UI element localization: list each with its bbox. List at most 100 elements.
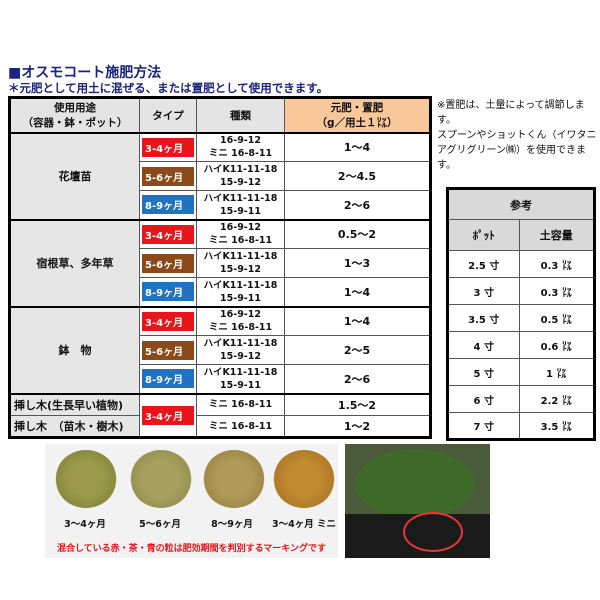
amount-cell: 2～4.5 (284, 161, 431, 191)
type-cell: 3-4ヶ月 (139, 132, 197, 162)
table-row: 8-9ヶ月 ハイK11-11-18 15-9-11 1～4 (10, 277, 431, 307)
kind-line: ハイK11-11-18 (203, 251, 278, 262)
soil-volume: 0.3 ㍑ (518, 277, 596, 305)
header-use-label: 使用用途 (54, 102, 96, 115)
kind-line: 15-9-12 (220, 264, 261, 275)
soil-volume: 0.6 ㍑ (518, 331, 596, 359)
subtitle: ＊元肥として用土に混ぜる、または置肥として使用できます。 (8, 81, 329, 95)
kind-line: ハイK11-11-18 (203, 366, 278, 378)
amount-cell: 1.5～2 (284, 392, 431, 416)
pellet-label: 8～9ヶ月 (211, 519, 253, 530)
type-cell: 5-6ヶ月 (139, 335, 197, 365)
use-cell: 挿し木 （苗木・樹木) (9, 415, 140, 438)
pellets-mini (273, 450, 335, 508)
pellets-3-4 (55, 450, 117, 508)
type-cell: 8-9ヶ月 (139, 364, 197, 394)
amount-cell: 1～2 (284, 415, 431, 438)
amount-cell: 0.5～2 (284, 218, 431, 249)
plant-photo (345, 444, 490, 558)
kind-cell: ハイK11-11-18 15-9-11 (196, 190, 285, 220)
kind-cell: ハイK11-11-18 15-9-11 (196, 364, 285, 394)
ref-row: 3.5 寸 0.5 ㍑ (447, 304, 596, 332)
type-badge: 5-6ヶ月 (142, 253, 194, 273)
kind-cell: ハイK11-11-18 15-9-12 (196, 335, 285, 365)
pellet-label: 3～4ヶ月 ミニ (271, 519, 337, 530)
soil-volume: 0.3 ㍑ (518, 250, 596, 278)
kind-line: 15-9-11 (220, 205, 261, 217)
kind-line: 15-9-11 (220, 379, 261, 391)
type-badge: 3-4ヶ月 (142, 405, 194, 425)
ref-col-volume: 土容量 (518, 219, 596, 251)
type-cell: 3-4ヶ月 (139, 392, 197, 438)
type-badge: 3-4ヶ月 (142, 137, 194, 157)
kind-line: ミニ 16-8-11 (208, 322, 273, 334)
amount-cell: 2～6 (284, 190, 431, 220)
ref-row: 2.5 寸 0.3 ㍑ (447, 250, 596, 278)
pot-size: 3 寸 (447, 277, 520, 305)
note-line: ※置肥は、土量によって調節します。 (437, 100, 585, 126)
kind-cell: ハイK11-11-18 15-9-11 (196, 277, 285, 307)
kind-line: 15-9-12 (220, 351, 261, 362)
kind-line: 15-9-11 (220, 292, 261, 304)
use-cell: 宿根草、多年草 (9, 218, 140, 307)
soil-volume: 0.5 ㍑ (518, 304, 596, 332)
pellets-8-9 (203, 450, 265, 508)
pot-size: 3.5 寸 (447, 304, 520, 332)
use-cell: 挿し木(生長早い植物) (9, 392, 140, 416)
kind-line: ミニ 16-8-11 (208, 235, 273, 247)
kind-cell: ハイK11-11-18 15-9-12 (196, 161, 285, 191)
pot-size: 5 寸 (447, 358, 520, 386)
type-badge: 8-9ヶ月 (142, 282, 194, 302)
type-badge: 5-6ヶ月 (142, 166, 194, 186)
note-line: スプーンやショットくん（イワタニアグリグリーン㈱）を使用できます。 (437, 130, 597, 171)
type-cell: 5-6ヶ月 (139, 161, 197, 191)
ref-row: 3 寸 0.3 ㍑ (447, 277, 596, 305)
kind-cell: ミニ 16-8-11 (196, 392, 285, 416)
page-title: ■オスモコート施肥方法 (8, 65, 162, 81)
type-cell: 5-6ヶ月 (139, 248, 197, 278)
ref-title: 参考 (447, 188, 595, 220)
table-row: 挿し木(生長早い植物) 3-4ヶ月 ミニ 16-8-11 1.5～2 (9, 392, 431, 438)
use-cell: 花壇苗 (9, 132, 140, 220)
amount-cell: 1～3 (284, 248, 431, 278)
type-cell: 8-9ヶ月 (139, 190, 197, 220)
kind-cell: ミニ 16-8-11 (196, 415, 285, 438)
amount-cell: 1～4 (284, 277, 431, 307)
amount-cell: 2～5 (284, 335, 431, 365)
note: ※置肥は、土量によって調節します。 スプーンやショットくん（イワタニアグリグリー… (437, 98, 597, 173)
header-amount-sub: （g／用土１㍑） (316, 117, 398, 130)
table-row: 花壇苗 3-4ヶ月 16-9-12 ミニ 16-8-11 1～4 (9, 132, 431, 220)
table-row: 8-9ヶ月 ハイK11-11-18 15-9-11 2～6 (10, 364, 431, 394)
ref-row: 7 寸 3.5 ㍑ (447, 412, 596, 440)
header-kind: 種類 (196, 97, 285, 134)
header-use: 使用用途 （容器・鉢・ポット） (9, 97, 140, 134)
kind-line: 16-9-12 (220, 135, 261, 147)
reference-table: 参考 ﾎﾟｯﾄ 土容量 2.5 寸 0.3 ㍑ 3 寸 0.3 ㍑ 3.5 寸 0.5 ㍑ 4… (446, 187, 596, 441)
type-cell: 3-4ヶ月 (139, 218, 197, 249)
table-row: 5-6ヶ月 ハイK11-11-18 15-9-12 2～4.5 (10, 161, 431, 191)
kind-line: 15-9-12 (220, 177, 261, 188)
pot-size: 4 寸 (447, 331, 520, 359)
pellet-caption: 混合している赤・茶・青の粒は肥効期間を判別するマーキングです (56, 544, 327, 554)
type-badge: 8-9ヶ月 (142, 369, 194, 389)
pellet-label: 5～6ヶ月 (139, 519, 181, 530)
kind-line: ハイK11-11-18 (203, 279, 278, 291)
ref-row: 6 寸 2.2 ㍑ (447, 385, 596, 413)
type-cell: 8-9ヶ月 (139, 277, 197, 307)
table-row: 宿根草、多年草 3-4ヶ月 16-9-12 ミニ 16-8-11 0.5～2 (9, 218, 431, 307)
soil-volume: 3.5 ㍑ (518, 412, 596, 440)
header-use-sub: （容器・鉢・ポット） (22, 117, 128, 130)
ref-row: 4 寸 0.6 ㍑ (447, 331, 596, 359)
amount-cell: 2～6 (284, 364, 431, 394)
header-amount-label: 元肥・置肥 (330, 102, 384, 115)
table-row: 鉢 物 3-4ヶ月 16-9-12 ミニ 16-8-11 1～4 (9, 305, 431, 394)
leaves (355, 449, 475, 519)
type-badge: 8-9ヶ月 (142, 195, 194, 215)
header-amount: 元肥・置肥 （g／用土１㍑） (284, 97, 431, 134)
pot-size: 6 寸 (447, 385, 520, 413)
kind-line: ハイK11-11-18 (203, 338, 278, 349)
table-row: 挿し木 （苗木・樹木) ミニ 16-8-11 1～2 (9, 415, 431, 438)
amount-cell: 1～4 (284, 305, 431, 336)
kind-cell: 16-9-12 ミニ 16-8-11 (196, 132, 285, 162)
